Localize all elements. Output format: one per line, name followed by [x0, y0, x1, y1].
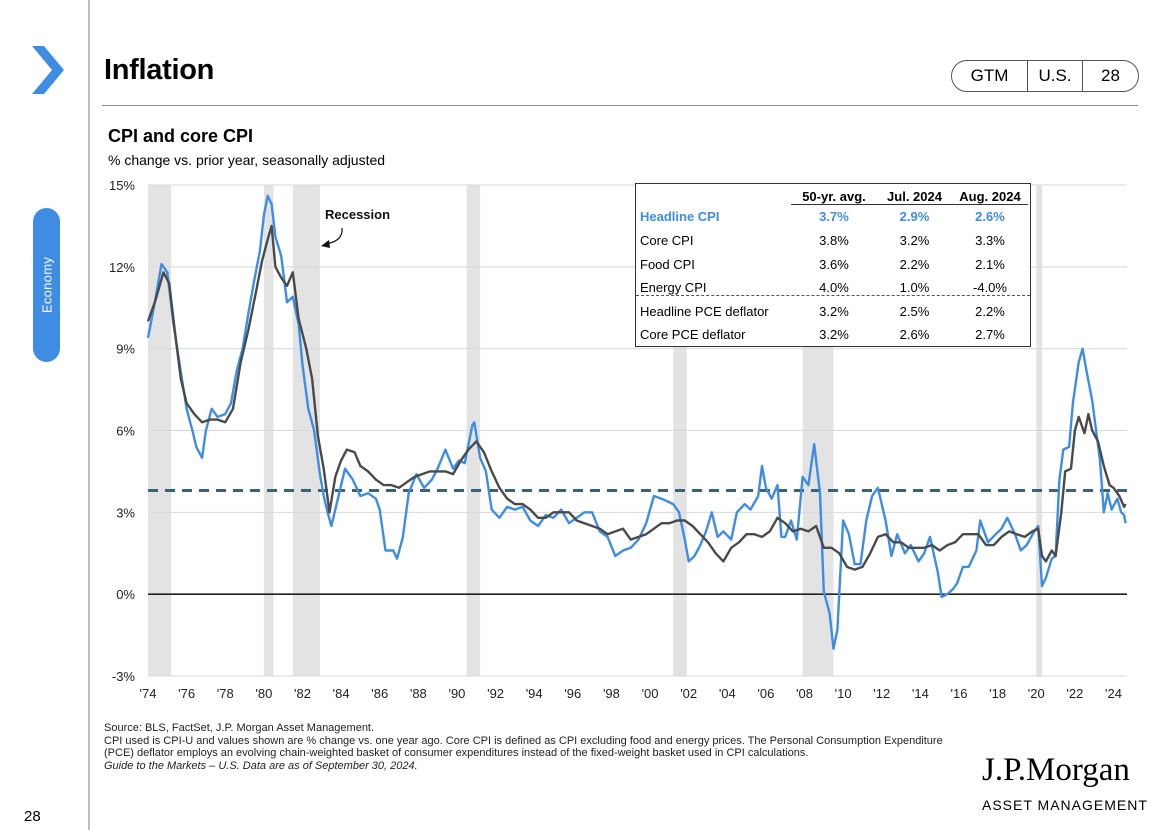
table-cell: 2.6% [975, 209, 1005, 224]
x-tick-label: '18 [989, 686, 1006, 701]
table-cell: 3.2% [819, 304, 849, 319]
x-tick-label: '92 [487, 686, 504, 701]
page-title: Inflation [104, 54, 215, 86]
y-tick-label: 12% [109, 260, 135, 275]
table-cell: -4.0% [973, 280, 1007, 295]
table-cell: 3.6% [819, 257, 849, 272]
x-tick-label: '80 [255, 686, 272, 701]
x-tick-label: '12 [873, 686, 890, 701]
table-cell: 4.0% [819, 280, 849, 295]
stats-table: 50-yr. avg. Jul. 2024 Aug. 2024 Headline… [635, 183, 1031, 347]
x-tick-label: '22 [1066, 686, 1083, 701]
table-row: Headline CPI 3.7% 2.9% 2.6% [636, 205, 1030, 228]
annotation-arrowhead [321, 240, 330, 248]
x-tick-label: '10 [835, 686, 852, 701]
x-tick-label: '00 [642, 686, 659, 701]
table-cell: 2.9% [899, 209, 930, 224]
tag-pill: GTM U.S. 28 [951, 60, 1139, 92]
y-tick-label: 3% [116, 505, 135, 520]
footnote-date: Guide to the Markets – U.S. Data are as … [104, 759, 418, 772]
footnote-source: Source: BLS, FactSet, J.P. Morgan Asset … [104, 722, 375, 734]
x-tick-label: '08 [796, 686, 813, 701]
x-tick-label: '02 [680, 686, 697, 701]
x-tick-label: '16 [951, 686, 968, 701]
x-tick-label: '98 [603, 686, 620, 701]
table-cell: 3.2% [899, 233, 930, 248]
x-tick-label: '88 [410, 686, 427, 701]
page-number: 28 [24, 808, 41, 825]
table-header-avg: 50-yr. avg. [791, 189, 877, 205]
table-row: Energy CPI 4.0% 1.0% -4.0% [636, 276, 1030, 299]
y-tick-label: -3% [112, 669, 136, 684]
title-divider [102, 105, 1138, 106]
table-cell: 3.7% [819, 209, 849, 224]
y-tick-label: 15% [109, 178, 135, 193]
jpmorgan-logo: J.P.Morgan [982, 752, 1130, 788]
recession-annotation: Recession [325, 207, 390, 222]
tag-page: 28 [1101, 66, 1120, 85]
x-tick-label: '76 [178, 686, 195, 701]
footnotes: Source: BLS, FactSet, J.P. Morgan Asset … [104, 722, 974, 772]
footnote-definitions: CPI used is CPI-U and values shown are %… [104, 734, 943, 760]
table-cell: 3.8% [819, 233, 849, 248]
table-cell: 2.2% [899, 257, 930, 272]
x-tick-label: '96 [564, 686, 581, 701]
headline-cpi-line [146, 194, 1127, 650]
table-cell-label: Food CPI [640, 257, 695, 272]
table-cell: 2.7% [975, 327, 1005, 342]
x-tick-label: '24 [1105, 686, 1122, 701]
table-row: Headline PCE deflator 3.2% 2.5% 2.2% [636, 300, 1030, 323]
y-tick-label: 6% [116, 424, 135, 439]
table-cell: 2.2% [975, 304, 1005, 319]
table-cell-label: Core CPI [640, 233, 694, 248]
table-cell-label: Core PCE deflator [640, 327, 746, 342]
table-separator [636, 295, 1030, 296]
chart-title: CPI and core CPI [108, 126, 254, 146]
x-tick-label: '94 [526, 686, 543, 701]
x-tick-label: '86 [371, 686, 388, 701]
table-cell: 2.6% [899, 327, 930, 342]
tag-gtm: GTM [952, 61, 1028, 91]
x-tick-label: '74 [140, 686, 157, 701]
tag-region: U.S. [1028, 61, 1083, 91]
table-cell-label: Headline PCE deflator [640, 304, 769, 319]
table-cell: 2.1% [975, 257, 1005, 272]
table-row: Food CPI 3.6% 2.2% 2.1% [636, 253, 1030, 276]
x-tick-label: '06 [757, 686, 774, 701]
x-tick-label: '14 [912, 686, 929, 701]
chart-subtitle: % change vs. prior year, seasonally adju… [108, 152, 386, 168]
left-rail: Economy 28 [0, 0, 90, 830]
table-cell: 2.5% [899, 304, 930, 319]
jpmorgan-logo-subtitle: ASSET MANAGEMENT [982, 797, 1148, 813]
y-tick-label: 9% [116, 342, 135, 357]
table-header-row: 50-yr. avg. Jul. 2024 Aug. 2024 [636, 185, 1030, 208]
table-row: Core PCE deflator 3.2% 2.6% 2.7% [636, 323, 1030, 346]
table-cell: 3.2% [819, 327, 849, 342]
x-tick-label: '04 [719, 686, 736, 701]
x-tick-label: '20 [1028, 686, 1045, 701]
table-cell: 3.3% [975, 233, 1005, 248]
x-tick-label: '90 [448, 686, 465, 701]
x-tick-label: '78 [217, 686, 234, 701]
chevron-right-icon [32, 46, 64, 94]
table-cell: 1.0% [899, 280, 930, 295]
y-tick-label: 0% [116, 587, 135, 602]
x-tick-label: '82 [294, 686, 311, 701]
table-header-jul: Jul. 2024 [877, 189, 952, 205]
table-cell-label: Headline CPI [640, 209, 720, 224]
section-tab-economy[interactable]: Economy [33, 208, 60, 362]
core-cpi-line [146, 224, 1127, 571]
table-header-aug: Aug. 2024 [952, 189, 1028, 205]
x-tick-label: '84 [333, 686, 350, 701]
table-cell-label: Energy CPI [640, 280, 707, 295]
table-row: Core CPI 3.8% 3.2% 3.3% [636, 229, 1030, 252]
